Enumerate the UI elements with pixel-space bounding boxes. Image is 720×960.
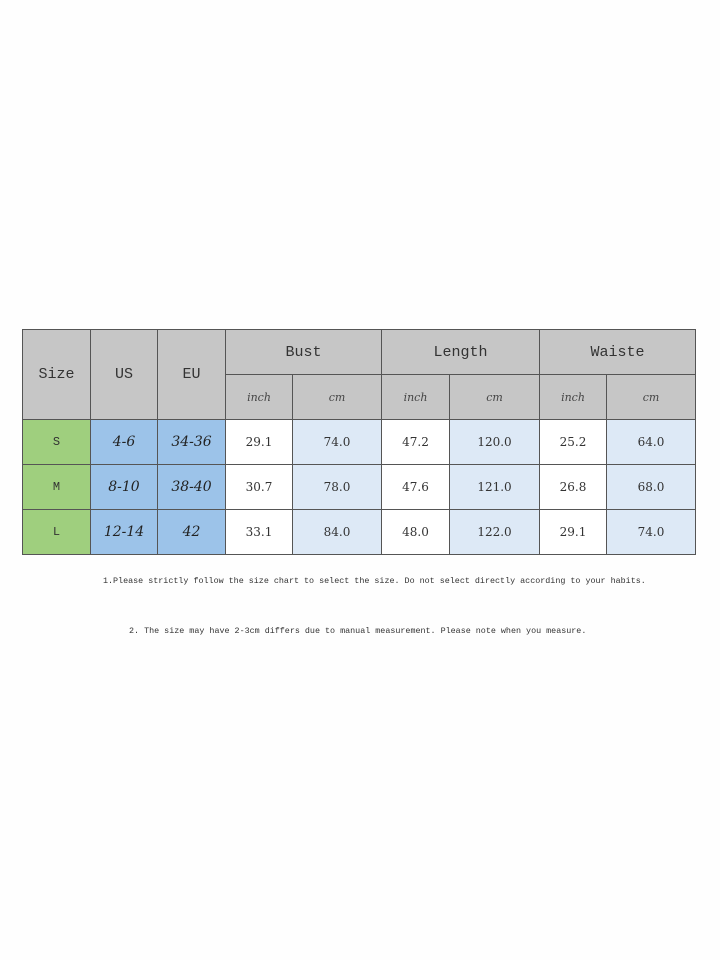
- inch-value-cell: 29.1: [225, 419, 293, 465]
- size-cell: L: [22, 509, 91, 555]
- header-length: Length: [381, 329, 540, 375]
- eu-cell: 42: [157, 509, 226, 555]
- note-1: 1.Please strictly follow the size chart …: [103, 576, 646, 586]
- header-bust: Bust: [225, 329, 382, 375]
- cm-value-cell: 74.0: [606, 509, 696, 555]
- unit-cm: cm: [449, 374, 540, 420]
- inch-value-cell: 29.1: [539, 509, 607, 555]
- note-2: 2. The size may have 2-3cm differs due t…: [129, 626, 587, 636]
- header-waist: Waiste: [539, 329, 696, 375]
- inch-value-cell: 33.1: [225, 509, 293, 555]
- cm-value-cell: 74.0: [292, 419, 382, 465]
- cm-value-cell: 121.0: [449, 464, 540, 510]
- header-us: US: [90, 329, 158, 420]
- inch-value-cell: 47.6: [381, 464, 450, 510]
- inch-value-cell: 47.2: [381, 419, 450, 465]
- header-eu: EU: [157, 329, 226, 420]
- inch-value-cell: 26.8: [539, 464, 607, 510]
- cm-value-cell: 120.0: [449, 419, 540, 465]
- header-size: Size: [22, 329, 91, 420]
- eu-cell: 38-40: [157, 464, 226, 510]
- cm-value-cell: 84.0: [292, 509, 382, 555]
- unit-inch: inch: [381, 374, 450, 420]
- size-cell: M: [22, 464, 91, 510]
- table-row: M 8-10 38-40 30.7 78.0 47.6 121.0 26.8 68.0: [22, 464, 696, 510]
- eu-cell: 34-36: [157, 419, 226, 465]
- table-row: L 12-14 42 33.1 84.0 48.0 122.0 29.1 74.0: [22, 509, 696, 555]
- size-chart-table: Size US EU Bust Length Waiste inch cm in…: [22, 329, 696, 555]
- unit-cm: cm: [606, 374, 696, 420]
- size-cell: S: [22, 419, 91, 465]
- cm-value-cell: 68.0: [606, 464, 696, 510]
- unit-cm: cm: [292, 374, 382, 420]
- inch-value-cell: 48.0: [381, 509, 450, 555]
- cm-value-cell: 78.0: [292, 464, 382, 510]
- us-cell: 12-14: [90, 509, 158, 555]
- us-cell: 4-6: [90, 419, 158, 465]
- unit-inch: inch: [225, 374, 293, 420]
- unit-inch: inch: [539, 374, 607, 420]
- cm-value-cell: 122.0: [449, 509, 540, 555]
- table-row: S 4-6 34-36 29.1 74.0 47.2 120.0 25.2 64.0: [22, 419, 696, 465]
- inch-value-cell: 25.2: [539, 419, 607, 465]
- us-cell: 8-10: [90, 464, 158, 510]
- inch-value-cell: 30.7: [225, 464, 293, 510]
- cm-value-cell: 64.0: [606, 419, 696, 465]
